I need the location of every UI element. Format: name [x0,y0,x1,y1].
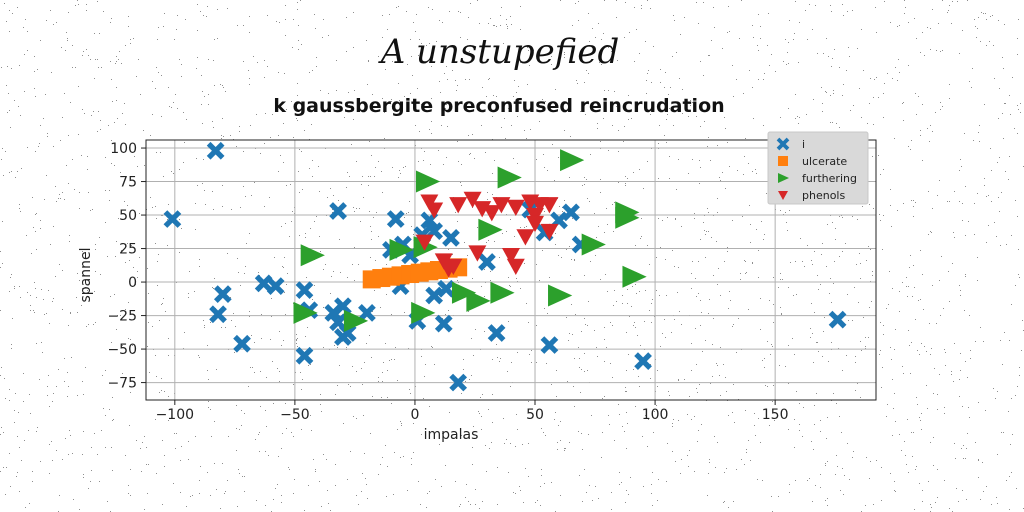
data-point [562,203,580,222]
y-tick-label: −25 [107,309,137,325]
data-point [425,202,444,219]
data-point [540,336,559,354]
x-tick-label: 50 [526,407,544,423]
legend-box [767,131,869,205]
data-point [358,304,376,322]
figure-title: A unstupefied [380,32,620,72]
data-point [324,304,343,322]
data-point [634,352,652,370]
data-point [343,309,369,332]
data-point [389,238,414,261]
data-point [516,229,535,246]
x-axis-ticks: −100 −50 0 50 100 150 [156,400,789,423]
data-point [490,281,515,304]
y-tick-label: 75 [119,175,137,191]
data-point [463,191,482,208]
x-tick-label: −100 [156,407,194,423]
x-tick-label: −50 [280,407,310,423]
series-3 [415,191,559,278]
y-axis-label: spannel [78,247,94,302]
data-point [206,141,225,160]
data-point [442,228,460,247]
x-tick-label: 100 [642,407,669,423]
data-point [254,274,273,293]
x-tick-label: 0 [410,407,419,423]
legend-marker [776,137,790,151]
data-point [437,279,456,298]
data-point [329,202,347,220]
data-point [295,346,314,365]
data-point [213,285,232,303]
data-point [526,215,545,233]
data-point [478,253,496,271]
legend-marker [778,191,788,200]
legend-label: ulcerate [802,155,847,168]
data-point [468,245,487,262]
y-axis-ticks: 100 75 50 25 0 −25 −50 −75 [107,141,146,392]
y-tick-label: 100 [110,141,137,157]
data-point [295,281,314,299]
data-point [266,277,285,295]
data-point [300,244,325,267]
data-point [487,324,506,342]
chart-title: k gaussbergite preconfused reincrudation [273,95,724,117]
y-tick-label: −50 [107,342,137,358]
data-point [581,233,606,256]
data-marks [163,141,847,392]
y-tick-label: −75 [107,376,137,392]
data-point [548,284,573,307]
legend-label: furthering [802,172,857,185]
series-1 [362,258,468,289]
data-point [506,199,525,217]
data-point [386,210,405,228]
data-point [209,305,227,324]
y-tick-label: 50 [119,208,137,224]
x-tick-label: 150 [762,407,789,423]
y-tick-label: 0 [128,275,137,291]
plot-frame [145,139,877,401]
data-point [434,314,453,333]
data-point [334,328,352,346]
x-axis-label: impalas [424,427,479,443]
series-2 [293,149,647,332]
y-tick-label: 25 [119,242,137,258]
data-point [233,334,251,353]
legend-marker [778,156,788,166]
data-point [497,166,522,189]
data-point [622,265,647,288]
data-point [466,289,491,312]
data-point [293,301,318,324]
data-point [425,286,444,305]
data-point [451,281,477,304]
legend-label: phenols [802,189,845,202]
legend-label: i [802,138,805,151]
data-point [560,149,585,172]
data-point [482,205,501,222]
legend: i ulcerate furthering phenols [767,131,869,205]
data-point [449,373,468,392]
data-point [415,170,441,193]
data-point [540,223,559,241]
data-point [415,234,434,251]
data-point [449,197,468,214]
data-point [439,261,458,278]
data-point [163,210,182,228]
data-point [502,248,520,265]
data-point [411,301,436,324]
data-point [828,310,847,329]
data-point [540,197,559,214]
data-point [492,197,511,214]
data-point [506,258,525,275]
data-point [615,206,640,229]
data-point [478,218,503,241]
legend-marker [778,173,789,183]
